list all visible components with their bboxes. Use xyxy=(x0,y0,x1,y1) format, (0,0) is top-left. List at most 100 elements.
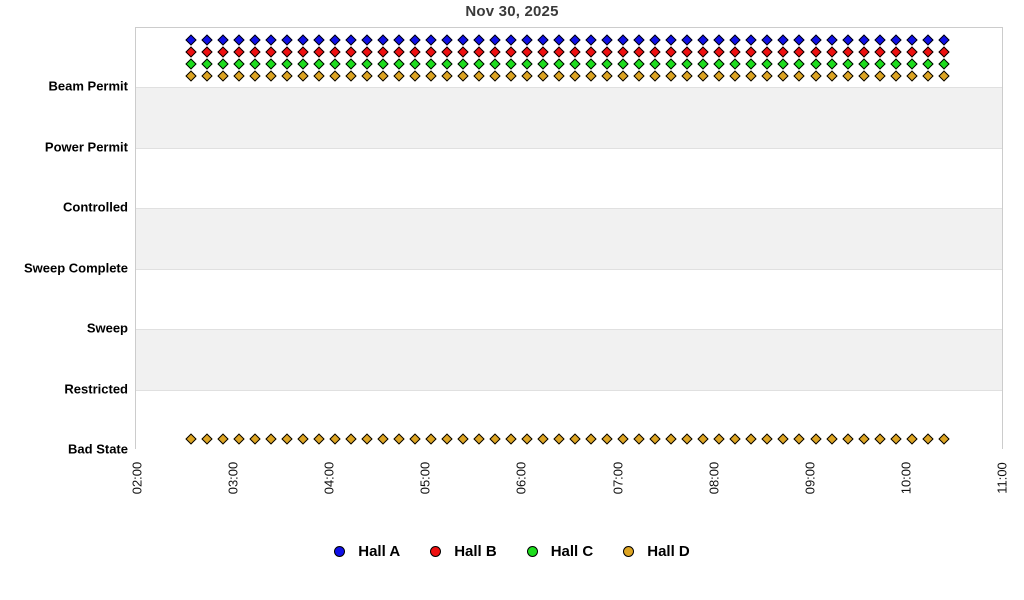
hall-b-marker xyxy=(841,46,854,58)
hall-d-marker xyxy=(825,70,838,82)
hall-d-marker xyxy=(921,70,934,82)
hall-b-marker xyxy=(569,46,581,58)
hall-b-marker xyxy=(361,46,373,58)
hall-a-marker xyxy=(761,34,774,46)
hall-d-marker xyxy=(505,70,517,82)
chart-title: Nov 30, 2025 xyxy=(465,3,559,20)
hall-a-marker xyxy=(793,34,806,46)
hall-a-marker xyxy=(889,34,902,46)
hall-d-marker xyxy=(713,70,726,82)
hall-a-marker xyxy=(809,34,822,46)
hall-c-legend-marker-icon xyxy=(526,546,538,557)
hall-d-marker xyxy=(345,70,357,82)
x-axis-tick-label: 04:00 xyxy=(321,461,337,495)
legend-label: Hall D xyxy=(647,543,690,560)
hall-b-marker xyxy=(233,46,245,58)
hall-d-marker xyxy=(761,70,774,82)
hall-d-marker xyxy=(217,70,229,82)
hall-a-marker xyxy=(185,34,197,46)
hall-a-marker xyxy=(489,34,501,46)
hall-c-marker xyxy=(745,58,758,70)
hall-d-marker xyxy=(425,70,437,82)
hall-a-marker xyxy=(857,34,870,46)
hall-c-marker xyxy=(425,58,437,70)
hall-a-marker xyxy=(841,34,854,46)
plot-area xyxy=(135,27,1003,450)
plot-band xyxy=(136,87,1002,148)
hall-b-marker xyxy=(665,46,678,58)
hall-a-marker xyxy=(633,34,645,46)
y-axis-label-power-permit: Power Permit xyxy=(44,139,128,154)
hall-c-marker xyxy=(313,58,325,70)
hall-c-marker xyxy=(585,58,597,70)
hall-c-marker xyxy=(553,58,565,70)
hall-d-marker xyxy=(313,70,325,82)
x-axis-tick-label: 05:00 xyxy=(417,461,433,495)
hall-d-marker xyxy=(601,70,613,82)
hall-d-marker xyxy=(585,70,597,82)
hall-c-marker xyxy=(649,58,661,70)
hall-c-marker xyxy=(681,58,694,70)
y-axis-label-beam-permit: Beam Permit xyxy=(48,78,128,94)
hall-b-marker xyxy=(521,46,533,58)
hall-b-marker xyxy=(649,46,661,58)
hall-a-marker xyxy=(921,34,934,46)
hall-c-marker xyxy=(665,58,678,70)
hall-b-marker xyxy=(345,46,357,58)
hall-b-marker xyxy=(761,46,774,58)
hall-b-marker xyxy=(697,46,710,58)
hall-b-marker xyxy=(473,46,485,58)
hall-d-marker xyxy=(649,70,661,82)
legend-label: Hall A xyxy=(358,543,401,560)
y-axis-label-sweep: Sweep xyxy=(86,320,128,336)
hall-d-marker xyxy=(329,70,341,82)
hall-a-marker xyxy=(393,34,405,46)
hall-a-marker xyxy=(217,34,229,46)
hall-a-marker xyxy=(377,34,389,46)
hall-b-marker xyxy=(617,46,629,58)
hall-c-marker xyxy=(617,58,629,70)
hall-b-marker xyxy=(313,46,325,58)
hall-a-marker xyxy=(457,34,469,46)
hall-d-marker xyxy=(185,70,197,82)
hall-a-marker xyxy=(441,34,453,46)
hall-d-marker xyxy=(777,70,790,82)
hall-a-marker xyxy=(825,34,838,46)
legend-item-hall-c: Hall C xyxy=(526,543,594,560)
hall-c-marker xyxy=(505,58,517,70)
hall-a-legend-marker-icon xyxy=(334,546,346,557)
hall-d-marker xyxy=(249,70,261,82)
hall-a-marker xyxy=(553,34,565,46)
hall-c-marker xyxy=(217,58,229,70)
hall-b-marker xyxy=(633,46,645,58)
hall-b-marker xyxy=(585,46,597,58)
hall-a-marker xyxy=(873,34,886,46)
x-axis-tick-label: 08:00 xyxy=(706,461,722,495)
plot-band xyxy=(136,268,1002,329)
hall-b-marker xyxy=(777,46,790,58)
hall-b-marker xyxy=(457,46,469,58)
hall-a-marker xyxy=(713,34,726,46)
hall-a-marker xyxy=(905,34,918,46)
hall-d-marker xyxy=(201,70,213,82)
hall-b-marker xyxy=(185,46,197,58)
y-axis-label-sweep-complete: Sweep Complete xyxy=(23,260,128,275)
legend-label: Hall C xyxy=(550,543,594,560)
hall-b-marker xyxy=(873,46,886,58)
hall-c-marker xyxy=(921,58,934,70)
hall-b-marker xyxy=(793,46,806,58)
hall-a-marker xyxy=(569,34,581,46)
hall-c-marker xyxy=(201,58,213,70)
plot-band xyxy=(136,208,1002,269)
hall-a-marker xyxy=(201,34,213,46)
hall-c-marker xyxy=(393,58,405,70)
hall-a-marker xyxy=(697,34,710,46)
hall-c-marker xyxy=(761,58,774,70)
hall-c-marker xyxy=(233,58,245,70)
hall-c-marker xyxy=(489,58,501,70)
hall-d-marker xyxy=(937,70,950,82)
hall-a-marker xyxy=(409,34,421,46)
hall-d-marker xyxy=(617,70,629,82)
x-axis-tick-label: 03:00 xyxy=(225,461,241,495)
